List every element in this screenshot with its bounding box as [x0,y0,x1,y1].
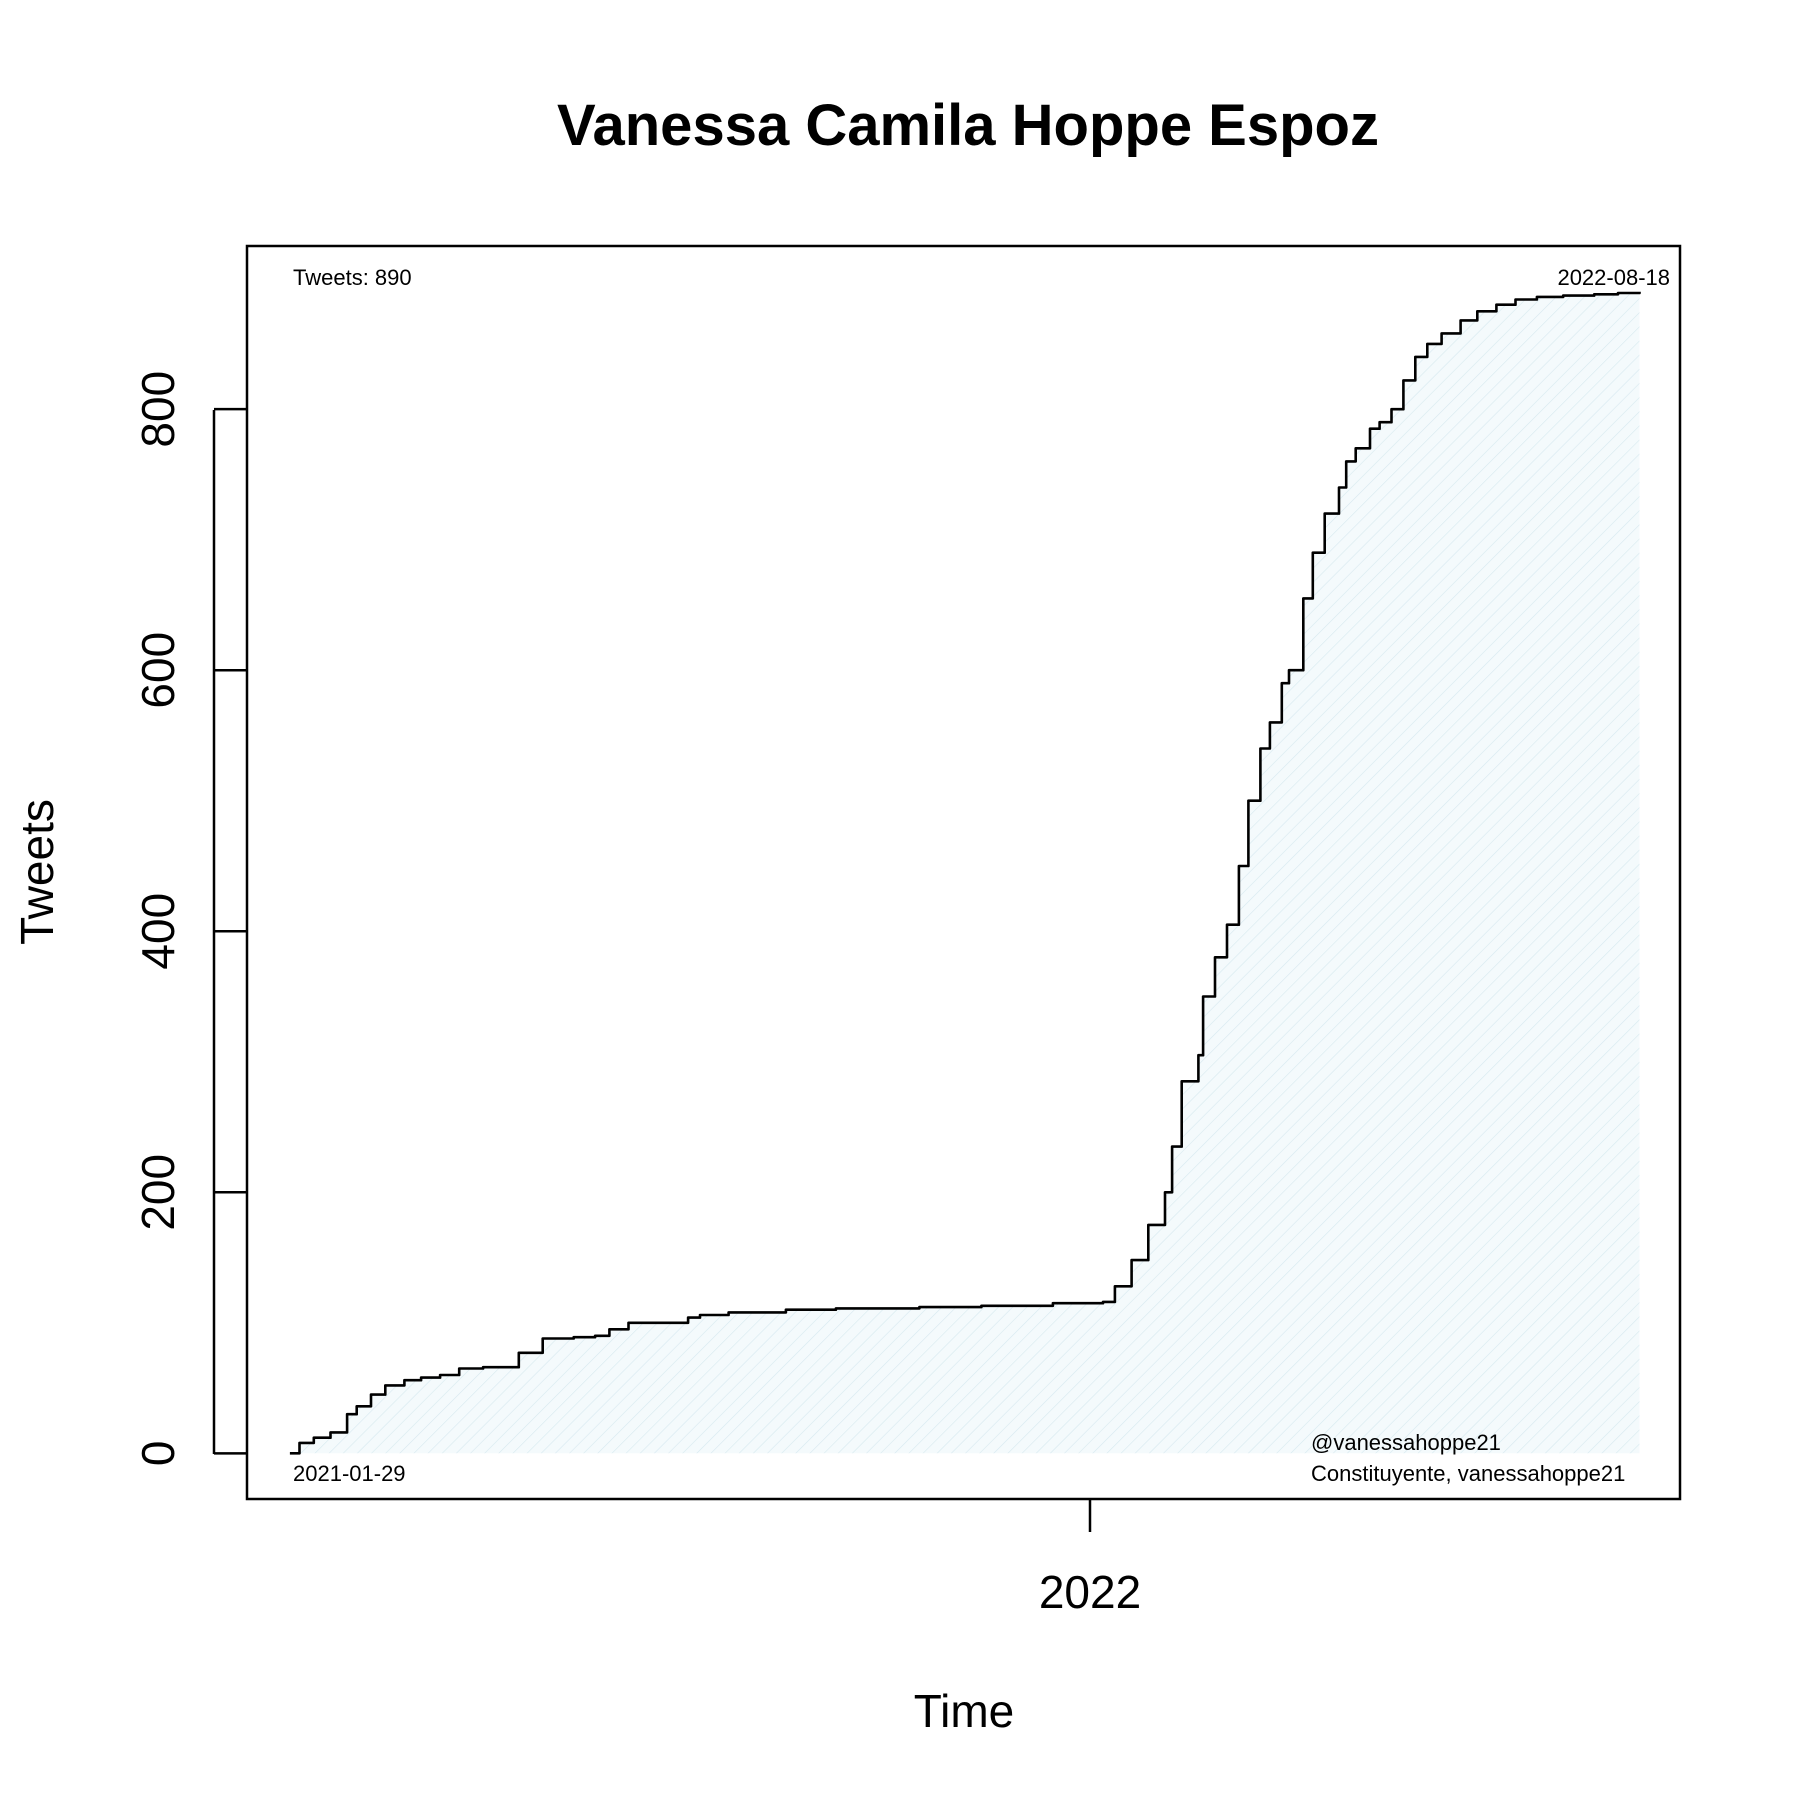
y-tick-label-200: 200 [132,1154,184,1231]
plot-frame [245,244,1682,1501]
tweet-count-note: Tweets: 890 [293,265,412,290]
series-line [289,291,1641,1455]
y-tick-label-400: 400 [132,893,184,970]
y-axis-label: Tweets [11,799,63,945]
x-axis: 2022 [1039,1499,1141,1618]
y-axis: 0 200 400 600 800 [132,371,247,1466]
y-tick-label-800: 800 [132,371,184,448]
y-tick-label-600: 600 [132,632,184,709]
start-date-note: 2021-01-29 [293,1461,406,1486]
y-tick-label-0: 0 [132,1441,184,1467]
handle-note: @vanessahoppe21 [1311,1430,1501,1455]
chart-title: Vanessa Camila Hoppe Espoz [557,93,1379,158]
x-axis-label: Time [914,1685,1015,1737]
x-tick-label-2022: 2022 [1039,1566,1141,1618]
end-date-note: 2022-08-18 [1557,265,1670,290]
account-description-note: Constituyente, vanessahoppe21 [1311,1461,1625,1486]
area-fill [289,291,1640,1454]
